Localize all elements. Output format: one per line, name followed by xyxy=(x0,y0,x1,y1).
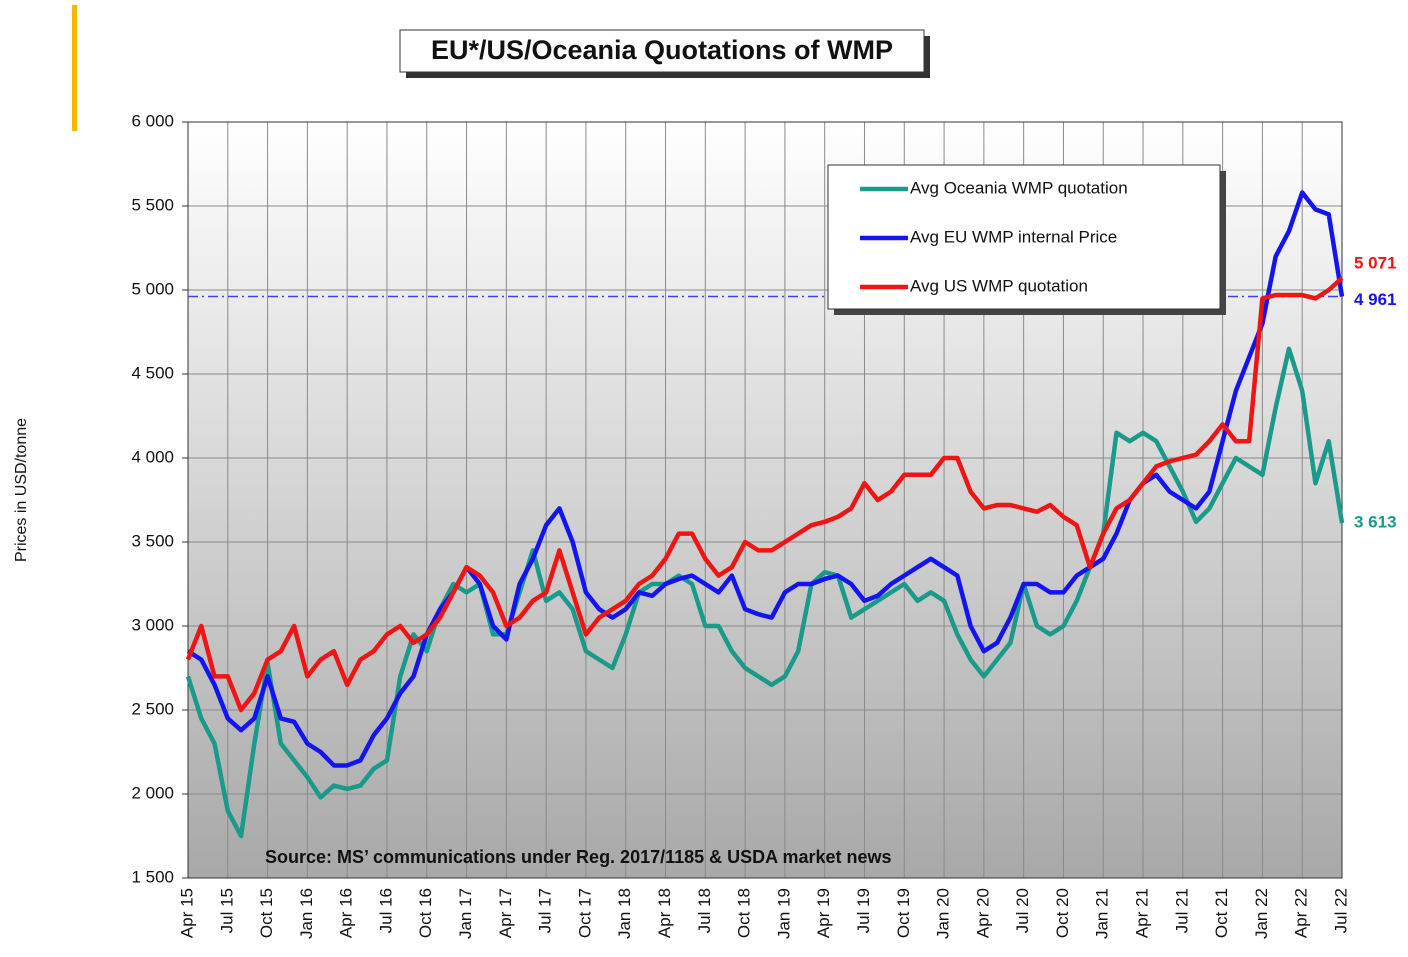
y-axis-label: Prices in USD/tonne xyxy=(13,418,30,562)
x-tick-label: Oct 18 xyxy=(735,888,754,938)
x-tick-label: Apr 19 xyxy=(814,888,833,938)
x-tick-label: Apr 21 xyxy=(1133,888,1152,938)
series-line xyxy=(185,276,1344,713)
y-tick-label: 2 000 xyxy=(131,783,174,802)
series-line xyxy=(185,346,1345,839)
source-note: Source: MS’ communications under Reg. 20… xyxy=(265,847,892,867)
y-tick-label: 2 500 xyxy=(131,699,174,718)
x-tick-label: Oct 16 xyxy=(416,888,435,938)
y-tick-label: 4 000 xyxy=(131,447,174,466)
plot-frame xyxy=(187,121,1343,879)
accent-bar xyxy=(72,5,77,131)
x-tick-label: Jan 20 xyxy=(934,888,953,939)
y-tick-label: 5 000 xyxy=(131,279,174,298)
x-tick-label: Jul 19 xyxy=(854,888,873,933)
y-tick-label: 1 500 xyxy=(131,867,174,886)
y-tick-label: 3 500 xyxy=(131,531,174,550)
x-tick-label: Apr 18 xyxy=(655,888,674,938)
end-value-label: 5 071 xyxy=(1354,254,1397,273)
x-tick-label: Jul 15 xyxy=(217,888,236,933)
x-tick-label: Oct 21 xyxy=(1212,888,1231,938)
y-tick-label: 6 000 xyxy=(131,111,174,130)
x-tick-label: Jan 21 xyxy=(1093,888,1112,939)
x-tick-label: Apr 16 xyxy=(337,888,356,938)
y-tick-label: 3 000 xyxy=(131,615,174,634)
x-tick-label: Apr 17 xyxy=(496,888,515,938)
y-tick-label: 5 500 xyxy=(131,195,174,214)
x-tick-label: Jan 17 xyxy=(456,888,475,939)
x-tick-label: Oct 17 xyxy=(575,888,594,938)
legend-label: Avg Oceania WMP quotation xyxy=(910,178,1128,197)
legend-label: Avg US WMP quotation xyxy=(910,276,1088,295)
x-tick-label: Oct 19 xyxy=(894,888,913,938)
x-tick-label: Jul 21 xyxy=(1172,888,1191,933)
x-tick-label: Oct 15 xyxy=(257,888,276,938)
x-tick-label: Jul 22 xyxy=(1331,888,1350,933)
x-tick-label: Jul 16 xyxy=(376,888,395,933)
x-tick-label: Oct 20 xyxy=(1053,888,1072,938)
title-box xyxy=(399,29,925,73)
x-tick-label: Apr 15 xyxy=(177,888,196,938)
legend-label: Avg EU WMP internal Price xyxy=(910,227,1117,246)
x-tick-label: Apr 20 xyxy=(973,888,992,938)
chart-title: EU*/US/Oceania Quotations of WMP xyxy=(431,35,893,65)
x-tick-label: Jul 17 xyxy=(536,888,555,933)
x-tick-label: Apr 22 xyxy=(1292,888,1311,938)
y-tick-label: 4 500 xyxy=(131,363,174,382)
x-tick-label: Jan 19 xyxy=(774,888,793,939)
x-tick-label: Jan 16 xyxy=(297,888,316,939)
x-tick-label: Jul 20 xyxy=(1013,888,1032,933)
x-tick-label: Jan 22 xyxy=(1252,888,1271,939)
end-value-label: 3 613 xyxy=(1354,513,1397,532)
series-line xyxy=(186,190,1345,768)
x-tick-label: Jul 18 xyxy=(695,888,714,933)
x-tick-label: Jan 18 xyxy=(615,888,634,939)
end-value-label: 4 961 xyxy=(1354,290,1397,309)
